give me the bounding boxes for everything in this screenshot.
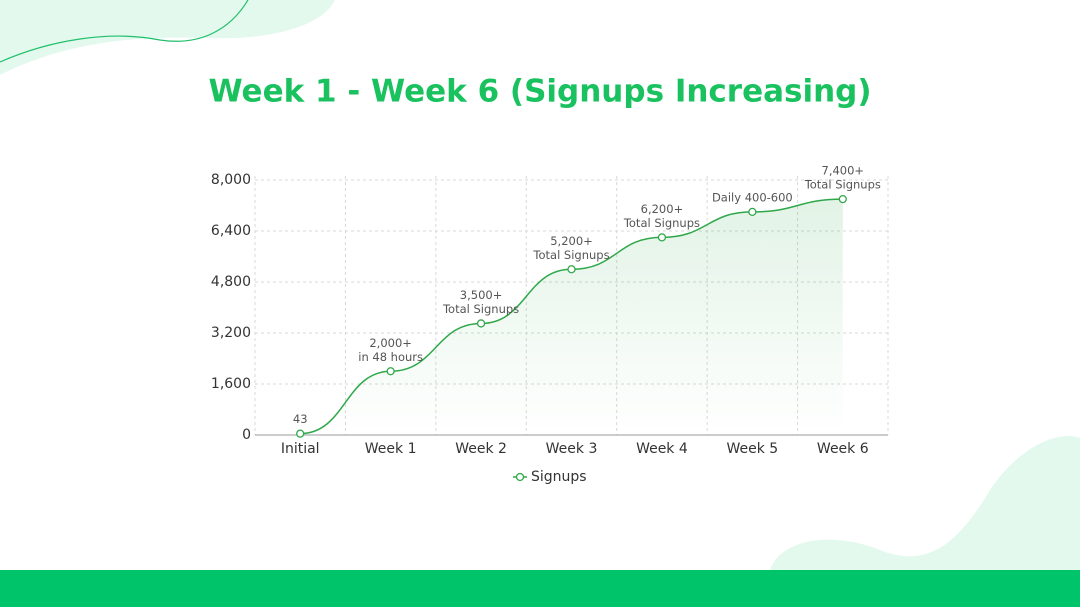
value-label: Total Signups [532,248,609,262]
value-label: 6,200+ [641,202,684,216]
value-label: 3,500+ [460,288,503,302]
y-tick-label: 3,200 [211,325,251,341]
footer-bar [0,570,1080,607]
value-label: Total Signups [623,216,700,230]
point [296,429,305,438]
point [567,265,576,274]
x-tick-label: Week 4 [636,441,688,457]
y-tick-label: 1,600 [211,376,251,392]
point [657,233,667,242]
x-tick-label: Week 5 [726,441,778,457]
plot: 0 1,600 3,200 4,800 6,400 8,000 Initial Week 1 W… [211,164,889,485]
value-label: in 48 hours [358,350,423,364]
value-label: 5,200+ [550,234,593,248]
x-tick-label: Week 3 [546,441,598,457]
value-label: 2,000+ [369,336,412,350]
legend-swatch [515,472,525,482]
point [838,194,847,204]
value-label: Total Signups [804,178,881,192]
decor-blob [0,0,335,75]
y-tick-label: 8,000 [211,172,251,188]
area [300,199,843,435]
legend-label: Signups [531,469,587,485]
annotation: Daily 400-600 [712,190,793,204]
decor-blob [770,435,1080,570]
x-tick-label: Week 6 [817,441,869,457]
chart-title: Week 1 - Week 6 (Signups Increasing) [208,74,871,110]
value-label: Total Signups [442,302,519,316]
y-tick-label: 6,400 [211,223,251,239]
x-tick-label: Initial [281,441,320,457]
x-tick-label: Week 1 [365,441,417,457]
point [386,367,395,376]
value-label: 7,400+ [822,164,865,178]
value-label: 43 [293,412,308,426]
y-tick-label: 0 [242,427,251,443]
x-tick-label: Week 2 [455,441,507,457]
y-tick-label: 4,800 [211,274,251,290]
point [748,207,757,217]
point [476,319,486,328]
decor-curve [0,0,249,63]
